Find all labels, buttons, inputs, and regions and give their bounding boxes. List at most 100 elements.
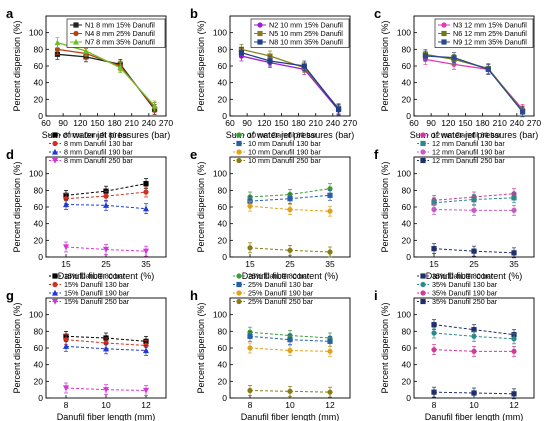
- panel-c: c 0 20 40 60 80 100 60 90 120 150 180 210 240 270 Sum o…: [374, 6, 541, 140]
- panel-f: f 0 20 40 60 80 100 15 25 35 Danufil fiber content…: [374, 131, 535, 281]
- point-marker: [63, 196, 69, 202]
- y-axis-label: Percent dispersion (%): [196, 20, 206, 111]
- legend-box: [250, 18, 350, 48]
- point-marker: [327, 208, 333, 214]
- y-tick-label: 100: [397, 28, 411, 38]
- x-tick-label: 240: [142, 118, 156, 128]
- legend-label: 25% Danufil 250 bar: [248, 297, 314, 306]
- legend-label: 15% Danufil 190 bar: [64, 289, 130, 298]
- x-tick-label: 25: [469, 259, 479, 269]
- x-tick-label: 270: [343, 118, 357, 128]
- legend-box: [434, 18, 534, 48]
- y-tick-label: 60: [218, 61, 228, 71]
- y-tick-label: 60: [218, 202, 228, 212]
- x-tick-label: 60: [41, 118, 51, 128]
- y-tick-label: 100: [397, 310, 411, 320]
- y-tick-label: 100: [213, 28, 227, 38]
- point-marker: [301, 63, 307, 69]
- panel-i: i 0 20 40 60 80 100 8 10 12 Danufil fiber length (…: [374, 272, 535, 421]
- point-marker: [52, 132, 58, 138]
- point-marker: [485, 66, 491, 72]
- legend-label: N1 8 mm 15% Danufil: [85, 21, 155, 30]
- point-marker: [287, 247, 293, 253]
- point-marker: [327, 192, 333, 198]
- point-marker: [441, 30, 447, 37]
- legend-label: 25% Danufil 80 bar: [248, 272, 310, 281]
- point-marker: [420, 273, 426, 279]
- point-marker: [151, 102, 158, 109]
- point-marker: [52, 298, 58, 305]
- point-marker: [431, 206, 437, 213]
- panel-e: e 0 20 40 60 80 100 15 25 35 Danufil fiber content…: [190, 131, 351, 281]
- x-tick-label: 180: [475, 118, 489, 128]
- x-tick-label: 60: [225, 118, 235, 128]
- series-line: [425, 58, 524, 110]
- y-tick-label: 40: [402, 219, 412, 229]
- y-tick-label: 40: [34, 219, 44, 229]
- x-axis-label: Danufil fiber length (mm): [57, 412, 156, 421]
- x-axis-label: Sum of water jet pressures (bar): [226, 130, 355, 140]
- point-marker: [247, 333, 253, 339]
- y-tick-label: 0: [222, 393, 227, 403]
- point-marker: [511, 250, 517, 256]
- point-marker: [451, 55, 457, 61]
- point-marker: [511, 336, 517, 342]
- y-tick-label: 80: [34, 44, 44, 54]
- point-marker: [511, 348, 517, 354]
- legend-label: 12 mm Danufil 130 bar: [432, 139, 505, 148]
- y-tick-label: 60: [34, 61, 44, 71]
- x-axis-label: Danufil fiber content (%): [58, 271, 155, 281]
- point-marker: [422, 53, 429, 59]
- x-tick-label: 120: [257, 118, 271, 128]
- series-line: [241, 52, 340, 110]
- y-tick-label: 60: [34, 343, 44, 353]
- legend-label: N2 10 mm 15% Danufil: [269, 21, 343, 30]
- y-tick-label: 100: [29, 169, 43, 179]
- legend-label: N7 8 mm 35% Danufil: [85, 38, 155, 47]
- point-marker: [431, 322, 437, 328]
- legend-label: 15% Danufil 80 bar: [64, 272, 126, 281]
- panel-h: h 0 20 40 60 80 100 8 10 12 Danufil fiber length (…: [190, 272, 351, 421]
- series-line: [57, 48, 156, 109]
- point-marker: [54, 46, 61, 52]
- point-marker: [519, 109, 526, 115]
- y-tick-label: 80: [402, 44, 412, 54]
- point-marker: [52, 289, 58, 296]
- x-tick-label: 35: [509, 259, 519, 269]
- x-tick-label: 15: [429, 259, 439, 269]
- point-marker: [471, 333, 477, 339]
- point-marker: [236, 290, 242, 296]
- x-tick-label: 10: [101, 400, 111, 410]
- series-line: [241, 55, 340, 111]
- y-tick-label: 60: [218, 343, 228, 353]
- y-tick-label: 0: [406, 393, 411, 403]
- legend-label: N4 8 mm 25% Danufil: [85, 29, 155, 38]
- y-tick-label: 20: [402, 376, 412, 386]
- y-tick-label: 80: [34, 326, 44, 336]
- legend-label: N6 12 mm 25% Danufil: [453, 29, 527, 38]
- point-marker: [431, 389, 437, 395]
- legend-label: 12 mm Danufil 80 bar: [432, 131, 501, 140]
- panel-d: d 0 20 40 60 80 100 15 25 35 Danufil fiber content…: [6, 131, 167, 281]
- point-marker: [103, 202, 109, 208]
- point-marker: [431, 200, 437, 206]
- panel-label: i: [374, 288, 378, 303]
- y-tick-label: 0: [406, 111, 411, 121]
- point-marker: [143, 347, 149, 354]
- legend-label: 8 mm Danufil 190 bar: [64, 148, 133, 157]
- x-tick-label: 10: [285, 400, 295, 410]
- y-tick-label: 40: [402, 78, 412, 88]
- x-tick-label: 240: [510, 118, 524, 128]
- legend-label: 10 mm Danufil 80 bar: [248, 131, 317, 140]
- point-marker: [247, 245, 253, 251]
- point-marker: [236, 132, 242, 138]
- x-tick-label: 150: [274, 118, 288, 128]
- y-tick-label: 80: [218, 185, 228, 195]
- point-marker: [143, 387, 149, 394]
- panel-a: a 0 20 40 60 80 100 60 90 120 150 180 210 240 270 Sum o…: [6, 6, 173, 140]
- x-tick-label: 270: [527, 118, 541, 128]
- y-tick-label: 40: [218, 219, 228, 229]
- legend-label: N9 12 mm 35% Danufil: [453, 38, 527, 47]
